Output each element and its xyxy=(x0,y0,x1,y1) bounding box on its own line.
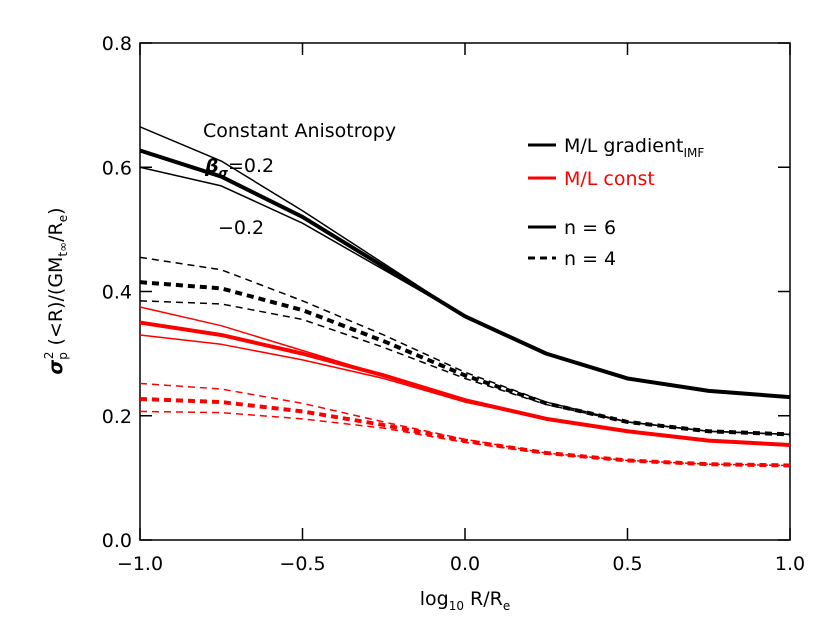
data-line xyxy=(139,320,791,447)
data-line xyxy=(139,300,791,436)
y-axis-label: σp2 (<R)/(GMt∞/Re) xyxy=(42,207,70,374)
y-tick-label: 0.0 xyxy=(102,530,132,552)
annotation: Constant Anisotropy xyxy=(203,120,396,142)
annotation: −0.2 xyxy=(218,217,264,239)
legend-label: n = 6 xyxy=(564,217,616,239)
data-line xyxy=(139,396,791,468)
y-tick-label: 0.8 xyxy=(102,33,132,55)
data-line xyxy=(139,334,791,446)
data-line xyxy=(139,256,791,436)
x-tick-label: 0.0 xyxy=(450,553,480,575)
y-tick-label: 0.2 xyxy=(102,406,132,428)
x-tick-label: −0.5 xyxy=(279,553,325,575)
data-line xyxy=(139,166,791,398)
data-line xyxy=(139,148,791,400)
data-line xyxy=(139,410,791,467)
legend-label: M/L const xyxy=(564,168,655,190)
x-tick-label: 0.5 xyxy=(612,553,642,575)
y-tick-label: 0.6 xyxy=(102,157,132,179)
y-tick-label: 0.4 xyxy=(102,282,132,304)
data-line xyxy=(139,280,791,437)
data-line xyxy=(139,382,791,467)
x-tick-label: 1.0 xyxy=(775,553,805,575)
legend-label: M/L gradientIMF xyxy=(564,135,704,160)
x-tick-label: −1.0 xyxy=(117,553,163,575)
legend-label: n = 4 xyxy=(564,248,616,270)
legend: M/L gradientIMF M/L const n = 6 n = 4 xyxy=(528,135,704,270)
x-axis-label: log10 R/Re xyxy=(420,588,511,613)
